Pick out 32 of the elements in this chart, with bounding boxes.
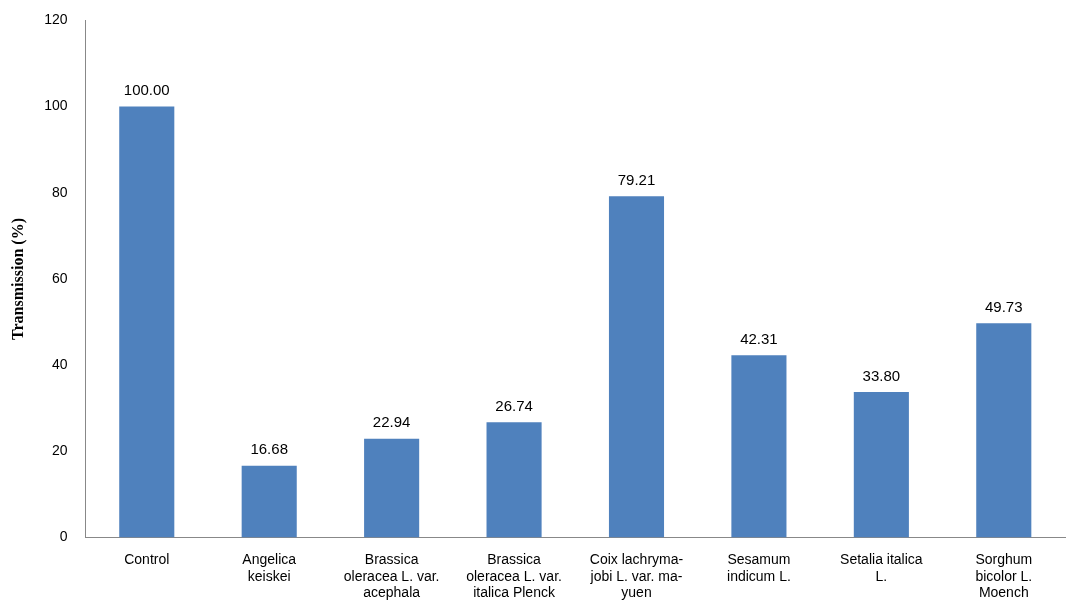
data-label: 79.21 <box>617 170 656 188</box>
data-label: 33.80 <box>862 366 901 384</box>
y-tick-label: 40 <box>51 356 68 373</box>
x-tick-label: Control <box>124 550 170 567</box>
x-tick-label: Setalia italica L. <box>840 550 923 584</box>
x-tick-label: Sorghum bicolor L. Moench <box>975 550 1033 601</box>
bar <box>976 323 1032 538</box>
y-tick-label: 0 <box>59 528 68 545</box>
data-label: 42.31 <box>740 329 778 347</box>
data-label: 26.74 <box>495 396 533 414</box>
data-label: 16.68 <box>250 440 288 458</box>
data-label: 49.73 <box>985 297 1023 315</box>
y-axis-title: Transmission (%) <box>8 218 27 340</box>
x-tick-label: Brassica oleracea L. var. acephala <box>343 550 440 601</box>
x-tick-label: Brassica oleracea L. var. italica Plenck <box>466 550 562 601</box>
data-label: 100.00 <box>123 81 170 99</box>
y-tick-label: 80 <box>51 183 68 200</box>
data-label: 22.94 <box>372 413 411 431</box>
bar <box>364 438 420 538</box>
bar <box>731 355 787 538</box>
y-tick-label: 100 <box>44 97 68 114</box>
bar <box>119 106 175 538</box>
bar <box>486 422 542 538</box>
y-tick-label: 120 <box>44 11 68 28</box>
bar <box>853 391 909 538</box>
x-tick-label: Sesamum indicum L. <box>727 550 791 584</box>
bar <box>608 196 665 538</box>
y-tick-label: 60 <box>51 269 68 286</box>
x-tick-label: Coix lachryma-jobi L. var. ma-yuen <box>589 550 684 601</box>
bar <box>241 465 297 538</box>
y-tick-label: 20 <box>51 442 68 459</box>
x-tick-label: Angelica keiskei <box>242 550 297 584</box>
